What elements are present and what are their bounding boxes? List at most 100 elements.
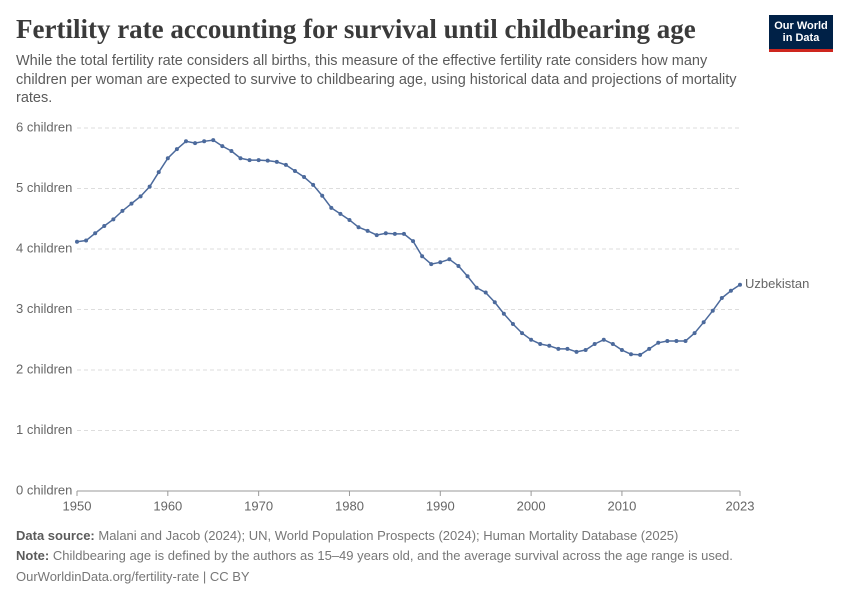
point — [374, 233, 379, 238]
point — [338, 211, 343, 216]
point — [147, 184, 152, 189]
point — [547, 343, 552, 348]
logo[interactable]: Our World in Data — [769, 15, 833, 52]
chart-title: Fertility rate accounting for survival u… — [16, 14, 696, 44]
x-tick-label: 2010 — [607, 498, 636, 513]
point — [538, 341, 543, 346]
note-label: Note: — [16, 548, 50, 563]
y-tick-label: 6 children — [16, 119, 72, 134]
point — [401, 231, 406, 236]
point — [456, 263, 461, 268]
x-tick-label: 1970 — [244, 498, 273, 513]
point — [129, 201, 134, 206]
point — [447, 257, 452, 262]
point — [710, 308, 715, 313]
point — [738, 282, 742, 287]
point — [483, 290, 488, 295]
point — [556, 346, 561, 351]
x-tick-label: 2000 — [517, 498, 546, 513]
y-tick-label: 0 children — [16, 482, 72, 497]
point — [247, 158, 252, 163]
point — [265, 158, 270, 163]
point — [474, 285, 479, 290]
note: Note: Childbearing age is defined by the… — [16, 548, 733, 563]
point — [111, 217, 116, 222]
point — [156, 170, 161, 175]
point — [138, 194, 143, 199]
point — [601, 337, 606, 342]
x-tick-label: 1960 — [153, 498, 182, 513]
point — [610, 341, 615, 346]
logo-line: in Data — [782, 32, 820, 44]
point — [347, 217, 352, 222]
point — [492, 300, 497, 305]
point — [674, 338, 679, 343]
point — [728, 288, 733, 293]
point — [256, 158, 261, 163]
point — [629, 352, 634, 357]
y-tick-label: 4 children — [16, 240, 72, 255]
point — [329, 205, 334, 210]
point — [320, 193, 325, 198]
point — [365, 228, 370, 233]
chart-subtitle: While the total fertility rate considers… — [16, 53, 737, 106]
point — [510, 322, 515, 327]
x-tick-label: 1980 — [335, 498, 364, 513]
point — [229, 148, 234, 153]
line — [76, 139, 741, 356]
point — [383, 231, 388, 236]
point — [220, 144, 225, 149]
y-tick-label: 2 children — [16, 361, 72, 376]
point — [719, 296, 724, 301]
point — [429, 262, 434, 267]
point — [274, 159, 279, 164]
point — [193, 141, 198, 146]
point — [683, 338, 688, 343]
point — [465, 274, 470, 279]
point — [583, 348, 588, 353]
y-tick-label: 3 children — [16, 301, 72, 316]
point — [165, 156, 170, 161]
point — [656, 340, 661, 345]
point — [356, 225, 361, 230]
series-label: Uzbekistan — [745, 276, 809, 291]
source: Data source: Malani and Jacob (2024); UN… — [16, 528, 678, 543]
x-tick-label: 1990 — [426, 498, 455, 513]
point — [619, 348, 624, 353]
point — [93, 231, 98, 236]
point — [574, 349, 579, 354]
point — [701, 320, 706, 325]
note-text: Childbearing age is defined by the autho… — [52, 548, 733, 563]
point — [520, 331, 525, 336]
point — [638, 352, 643, 357]
source-label: Data source: — [16, 528, 95, 543]
source-text: Malani and Jacob (2024); UN, World Popul… — [98, 528, 679, 543]
point — [692, 331, 697, 336]
point — [183, 139, 188, 144]
point — [529, 337, 534, 342]
point — [84, 238, 89, 243]
x-tick-label: 1950 — [63, 498, 92, 513]
y-tick-label: 1 children — [16, 422, 72, 437]
point — [211, 138, 216, 143]
point — [174, 147, 179, 152]
point — [283, 162, 288, 167]
point — [311, 182, 316, 187]
point — [647, 346, 652, 351]
point — [302, 175, 307, 180]
point — [292, 168, 297, 173]
y-tick-label: 5 children — [16, 180, 72, 195]
point — [102, 224, 107, 229]
point — [411, 239, 416, 244]
url[interactable]: OurWorldinData.org/fertility-rate | CC B… — [16, 569, 250, 584]
point — [592, 341, 597, 346]
logo-line: Our World — [774, 20, 828, 32]
point — [75, 239, 79, 244]
point — [202, 139, 207, 144]
point — [438, 260, 443, 265]
point — [238, 156, 243, 161]
point — [120, 208, 125, 213]
point — [565, 346, 570, 351]
